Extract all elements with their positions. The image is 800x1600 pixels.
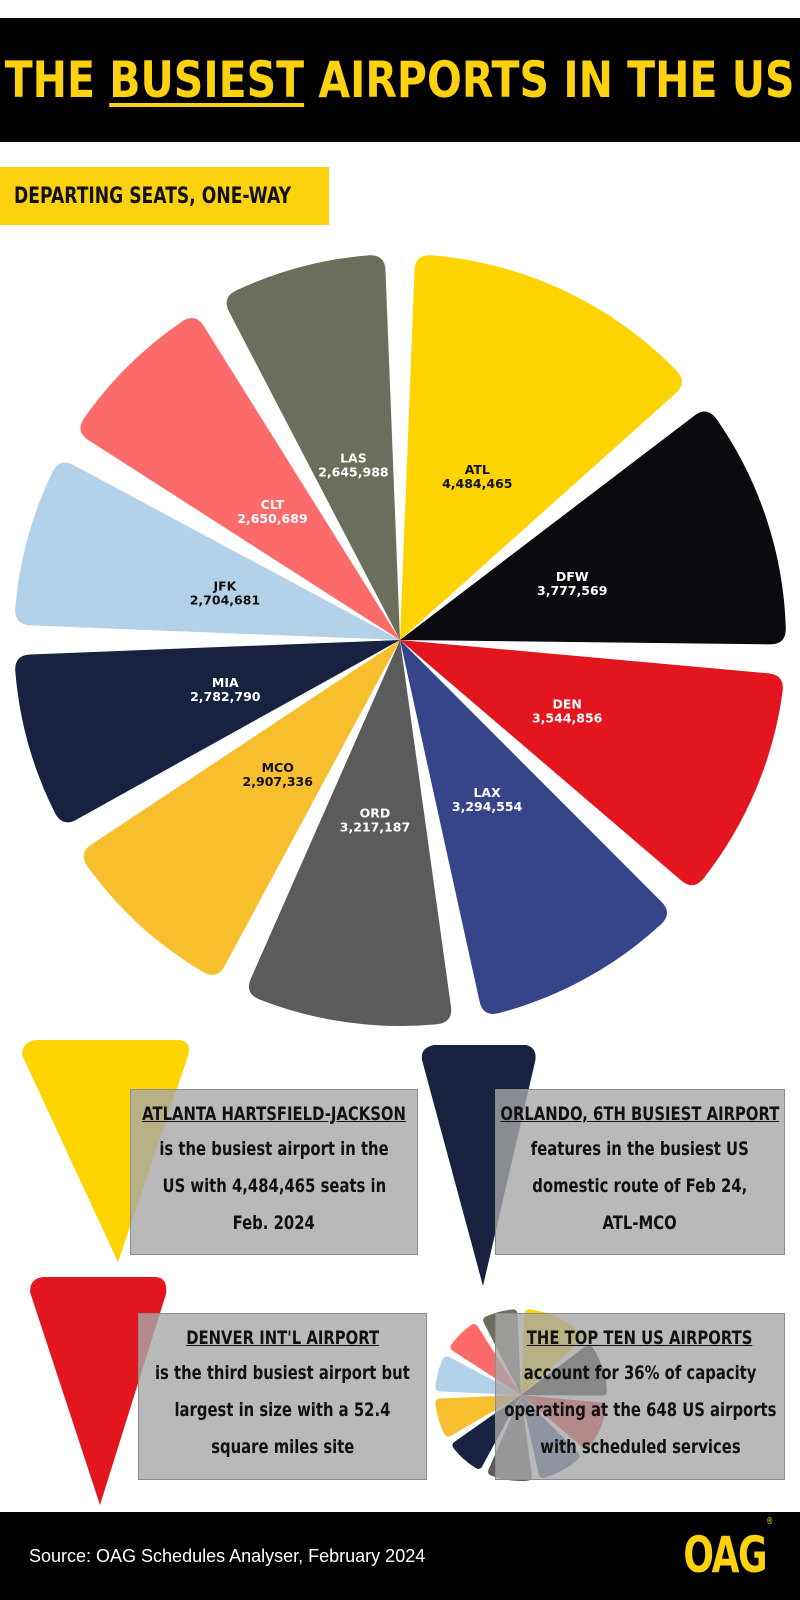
callout-heading: ORLANDO, 6TH BUSIEST AIRPORT (500, 1102, 780, 1125)
callout-line: account for 36% of capacity (523, 1362, 757, 1384)
wedge-las (226, 255, 400, 640)
wedge-label: ATL 4,484,465 (442, 462, 512, 491)
wedge-label: DFW 3,777,569 (537, 569, 607, 598)
wedge-label: MIA 2,782,790 (190, 675, 261, 704)
wedge-mco (83, 640, 401, 975)
wedge-label: MCO 2,907,336 (243, 760, 314, 789)
registered-mark-icon: ® (766, 1516, 773, 1528)
callout-line: is the third busiest airport but (155, 1362, 410, 1384)
wedge-label: JFK 2,704,681 (190, 578, 260, 607)
airports-pie-chart: ATL 4,484,465 DFW 3,777,569 DEN 3,544,856 LAX 3… (15, 255, 786, 1026)
callout-line: ATL-MCO (602, 1211, 678, 1234)
wedge-den (400, 640, 783, 886)
wedge-clt (80, 318, 401, 640)
title-emphasis: BUSIEST (109, 51, 305, 109)
page-title: THE BUSIEST AIRPORTS IN THE US (5, 51, 795, 109)
callout-heading: THE TOP TEN US AIRPORTS (527, 1327, 753, 1349)
title-part-2: AIRPORTS IN THE US (304, 51, 795, 109)
oag-logo: OAG® (683, 1516, 774, 1584)
callout-line: with scheduled services (539, 1436, 741, 1458)
wedge-mia (15, 640, 401, 823)
logo-text: OAG (683, 1526, 768, 1584)
wedge-jfk (15, 462, 401, 640)
wedge-dfw (400, 411, 786, 645)
callout-line: is the busiest airport in the (159, 1137, 389, 1160)
den-wedge-icon (30, 1277, 167, 1505)
wedge-lax (400, 640, 668, 1014)
wedge-ord (248, 640, 452, 1026)
callout-line: largest in size with a 52.4 (174, 1399, 391, 1421)
callout-heading: ATLANTA HARTSFIELD-JACKSON (142, 1102, 406, 1125)
callout-line: US with 4,484,465 seats in (162, 1174, 386, 1197)
callout-line: domestic route of Feb 24, (532, 1174, 748, 1197)
callout-atlanta: ATLANTA HARTSFIELD-JACKSON is the busies… (130, 1089, 418, 1255)
callout-line: operating at the 648 US airports (503, 1399, 777, 1421)
callout-line: square miles site (210, 1436, 355, 1458)
wedge-label: LAS 2,645,988 (318, 451, 388, 480)
title-banner: THE BUSIEST AIRPORTS IN THE US (0, 18, 800, 142)
wedge-label: DEN 3,544,856 (532, 696, 603, 725)
chart-subtitle: DEPARTING SEATS, ONE-WAY (14, 183, 292, 209)
wedge-label: CLT 2,650,689 (237, 497, 307, 526)
callout-heading: DENVER INT'L AIRPORT (186, 1327, 379, 1349)
wedge-atl (400, 255, 682, 640)
wedge-label: ORD 3,217,187 (340, 806, 410, 835)
title-part-1: THE (5, 51, 110, 109)
subtitle-box: DEPARTING SEATS, ONE-WAY (0, 167, 329, 225)
footer: Source: OAG Schedules Analyser, February… (0, 1512, 800, 1600)
callout-line: features in the busiest US (530, 1137, 749, 1160)
wedge-label: LAX 3,294,554 (452, 785, 523, 814)
callout-top-ten: THE TOP TEN US AIRPORTS account for 36% … (495, 1313, 785, 1480)
callout-orlando: ORLANDO, 6TH BUSIEST AIRPORT features in… (495, 1089, 785, 1255)
source-note: Source: OAG Schedules Analyser, February… (29, 1546, 426, 1566)
callout-denver: DENVER INT'L AIRPORT is the third busies… (138, 1313, 427, 1480)
callout-line: Feb. 2024 (232, 1211, 316, 1234)
